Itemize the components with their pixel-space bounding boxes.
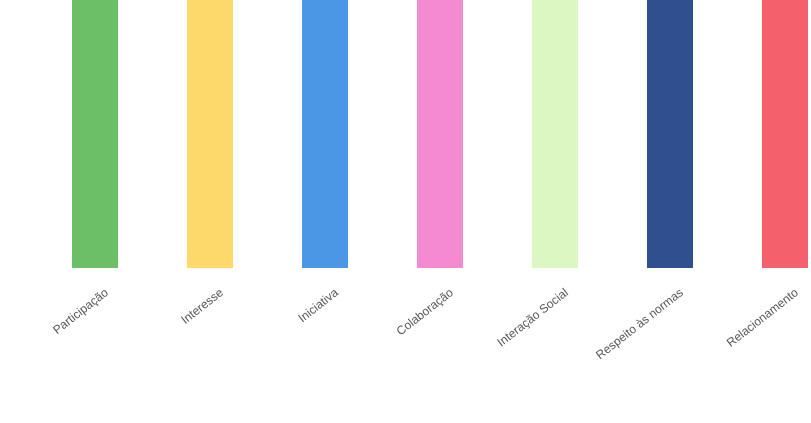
category-label-4: Colaboração xyxy=(394,285,456,338)
category-label-6: Respeito às normas xyxy=(593,285,686,362)
category-label-1: Participação xyxy=(50,285,111,337)
bar-7 xyxy=(762,0,808,268)
bar-5 xyxy=(532,0,578,268)
bar-4 xyxy=(417,0,463,269)
bar-2 xyxy=(187,0,233,268)
category-label-3: Iniciativa xyxy=(295,285,341,325)
category-label-7: Relacionamento xyxy=(724,285,801,350)
bar-6 xyxy=(647,0,693,269)
category-label-5: Interação Social xyxy=(494,285,570,349)
bar-3 xyxy=(302,0,348,268)
bars-group xyxy=(72,0,808,269)
category-labels-group: Participação Interesse Iniciativa Colaboraç… xyxy=(50,285,801,362)
bar-1 xyxy=(72,0,118,269)
category-label-2: Interesse xyxy=(178,285,226,327)
